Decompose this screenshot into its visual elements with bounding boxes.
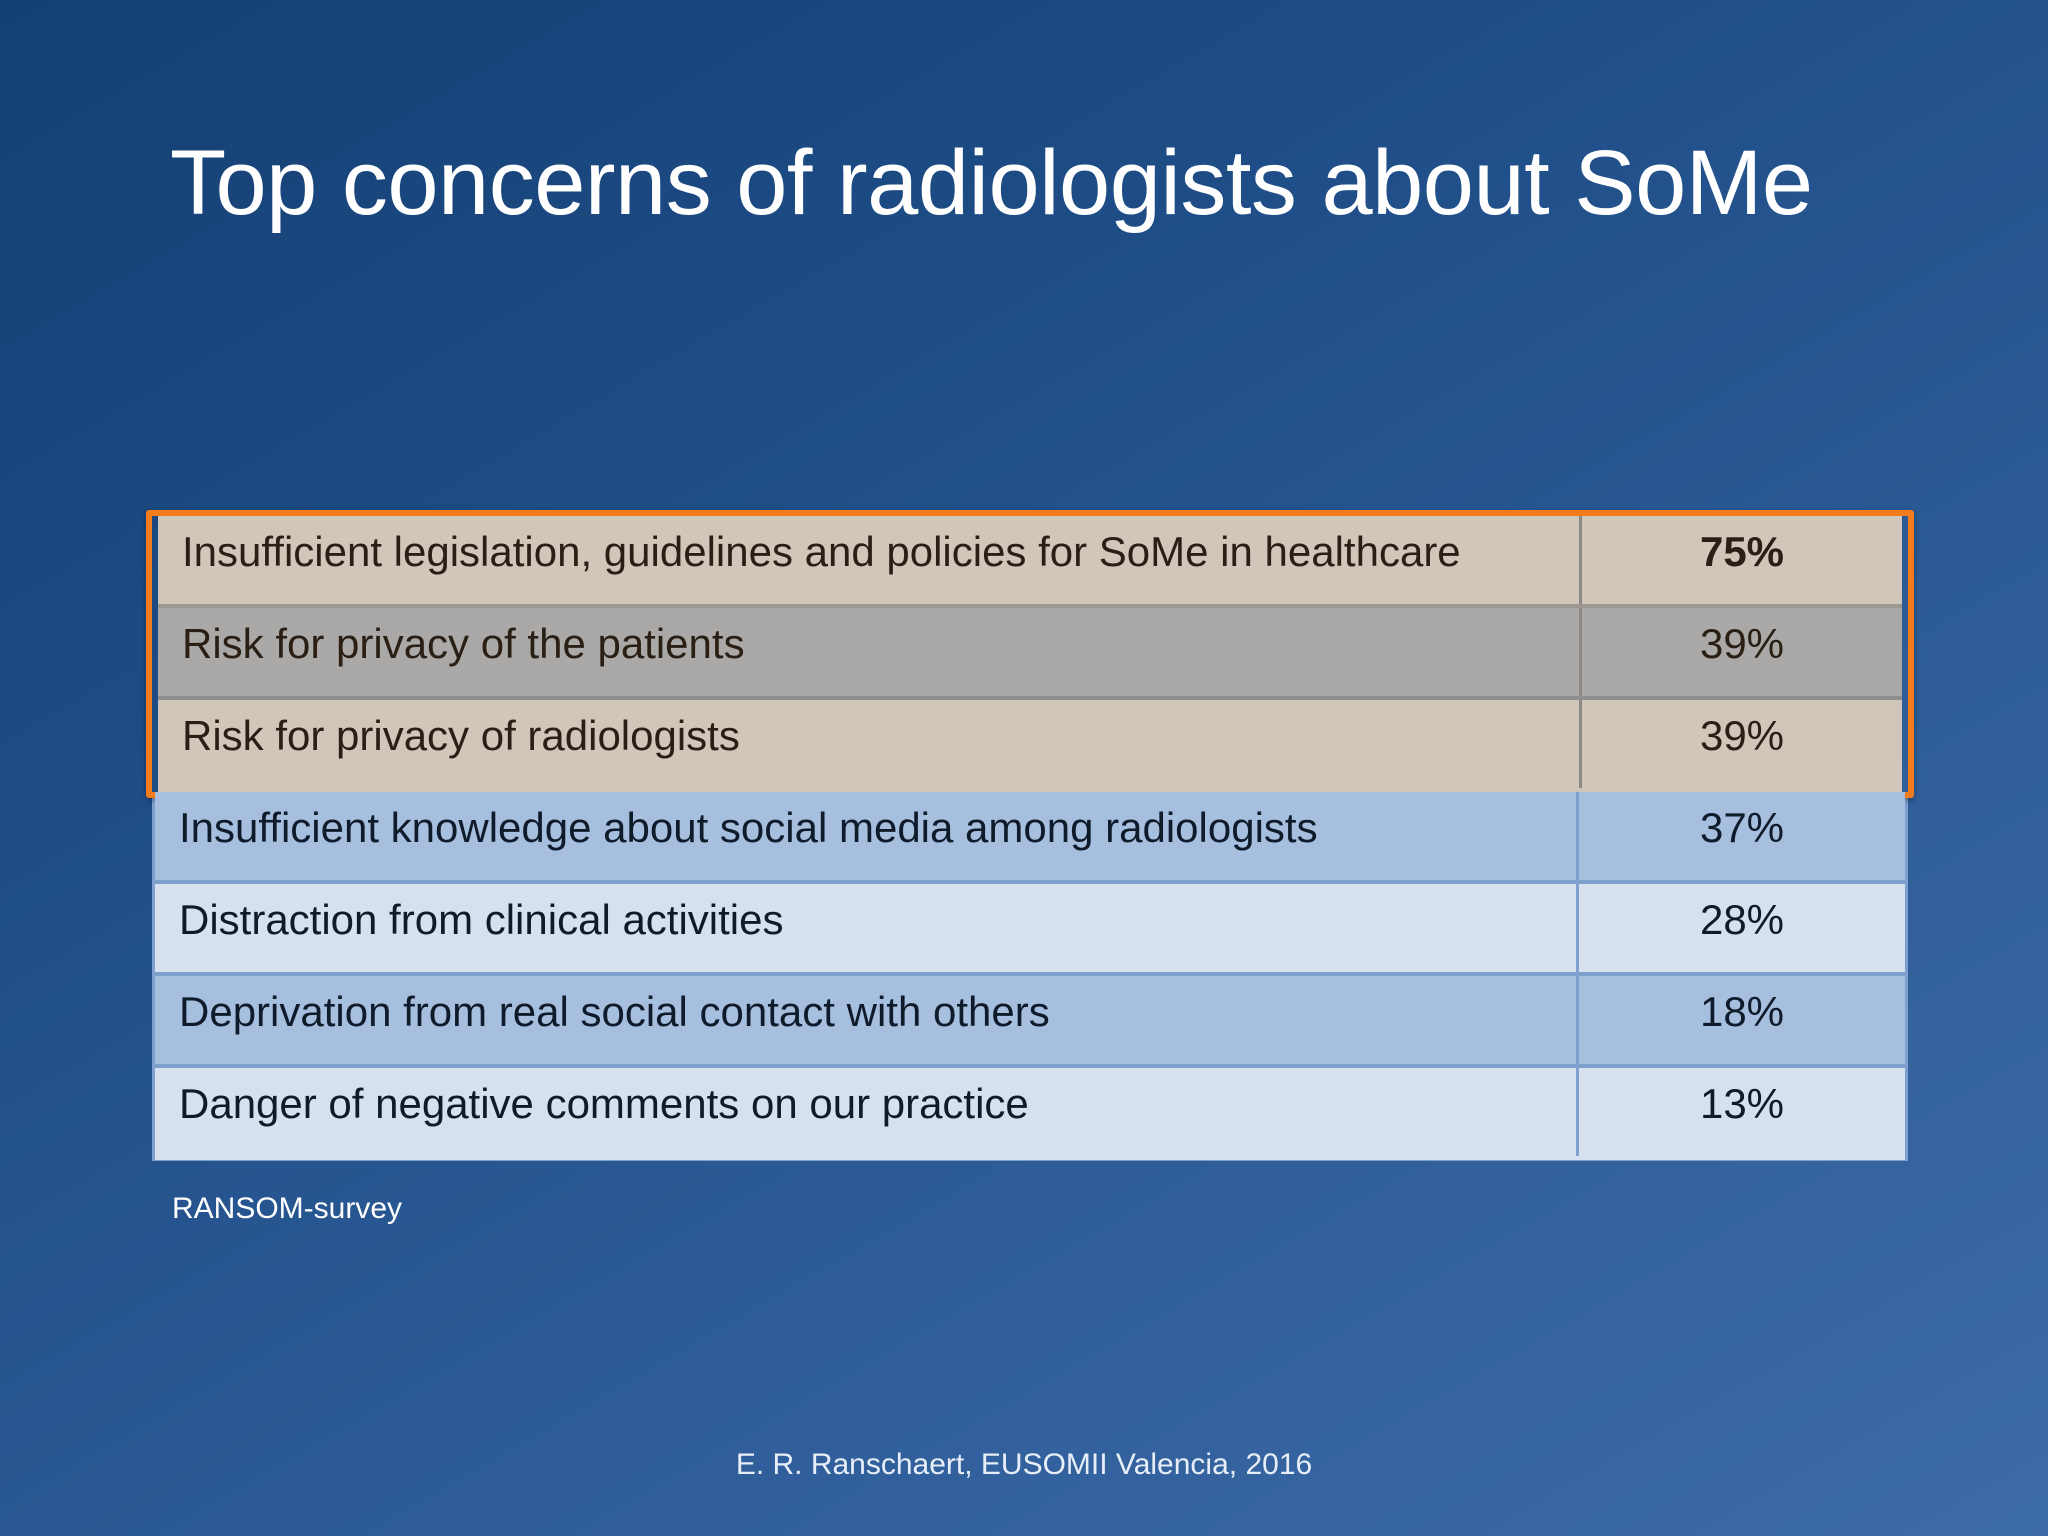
table-row: Risk for privacy of the patients 39%	[158, 608, 1902, 700]
concern-label: Danger of negative comments on our pract…	[155, 1068, 1579, 1156]
concern-percentage: 75%	[1699, 528, 1785, 575]
concern-label: Insufficient knowledge about social medi…	[155, 792, 1579, 880]
table-row: Deprivation from real social contact wit…	[155, 976, 1905, 1068]
source-note: RANSOM-survey	[172, 1192, 403, 1225]
concern-label: Risk for privacy of radiologists	[158, 700, 1582, 788]
table-row: Distraction from clinical activities 28%	[155, 884, 1905, 976]
highlighted-rows-group: Insufficient legislation, guidelines and…	[146, 510, 1914, 798]
concerns-table: Insufficient legislation, guidelines and…	[146, 510, 1914, 1161]
concern-label: Distraction from clinical activities	[155, 884, 1579, 972]
slide-footer: E. R. Ranschaert, EUSOMII Valencia, 2016	[735, 1448, 1313, 1481]
concern-label: Risk for privacy of the patients	[158, 608, 1582, 696]
remaining-rows-group: Insufficient knowledge about social medi…	[152, 792, 1908, 1161]
table-row: Insufficient legislation, guidelines and…	[158, 516, 1902, 608]
concern-percentage: 39%	[1699, 712, 1785, 759]
concern-percentage: 13%	[1699, 1080, 1785, 1127]
concern-label: Insufficient legislation, guidelines and…	[158, 516, 1582, 604]
table-row: Risk for privacy of radiologists 39%	[158, 700, 1902, 792]
concern-label: Deprivation from real social contact wit…	[155, 976, 1579, 1064]
slide-title: Top concerns of radiologists about SoMe	[170, 132, 1813, 234]
table-row: Danger of negative comments on our pract…	[155, 1068, 1905, 1160]
concern-percentage: 28%	[1699, 896, 1785, 943]
concern-percentage: 37%	[1699, 804, 1785, 851]
concern-percentage: 39%	[1699, 620, 1785, 667]
concern-percentage: 18%	[1699, 988, 1785, 1035]
table-row: Insufficient knowledge about social medi…	[155, 792, 1905, 884]
